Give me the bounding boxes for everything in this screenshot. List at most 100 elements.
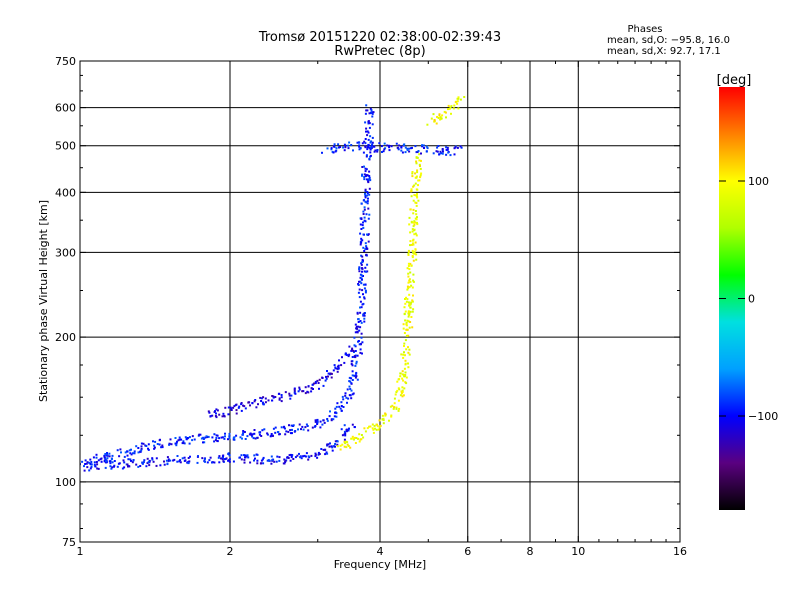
- data-point: [358, 148, 361, 151]
- data-point: [396, 146, 399, 149]
- data-point: [211, 436, 214, 439]
- data-point: [159, 464, 162, 467]
- data-point: [359, 223, 362, 226]
- data-point: [364, 189, 367, 192]
- data-point: [93, 461, 96, 464]
- data-point: [333, 364, 336, 367]
- data-point: [370, 112, 372, 114]
- data-point: [400, 149, 403, 152]
- data-point: [369, 148, 372, 151]
- data-point: [343, 149, 346, 152]
- data-point: [289, 429, 292, 432]
- data-point: [266, 459, 269, 462]
- data-point: [356, 327, 359, 330]
- data-point: [410, 264, 413, 267]
- data-point: [413, 223, 416, 226]
- data-point: [178, 438, 181, 441]
- data-point: [403, 332, 406, 334]
- data-point: [104, 466, 107, 469]
- data-point: [353, 374, 356, 377]
- data-point: [181, 442, 184, 445]
- data-point: [401, 386, 404, 389]
- data-point: [403, 345, 405, 347]
- data-point: [160, 446, 163, 449]
- data-point: [370, 140, 373, 143]
- data-point: [89, 458, 92, 461]
- data-point: [220, 436, 223, 439]
- data-point: [359, 351, 362, 354]
- data-point: [317, 453, 320, 456]
- data-point: [432, 152, 435, 155]
- data-point: [163, 460, 165, 463]
- data-point: [348, 380, 351, 383]
- data-point: [352, 149, 354, 152]
- data-point: [332, 418, 335, 421]
- data-point: [188, 436, 191, 439]
- data-point: [360, 228, 363, 230]
- x-tick-label: 16: [673, 545, 687, 558]
- data-point: [412, 185, 415, 188]
- data-point: [441, 148, 444, 150]
- data-point: [336, 445, 339, 448]
- data-point: [361, 341, 364, 344]
- data-point: [151, 457, 154, 460]
- data-point: [262, 462, 265, 465]
- data-point: [140, 442, 143, 445]
- data-point: [410, 301, 413, 304]
- data-point: [360, 336, 363, 339]
- data-point: [152, 460, 155, 463]
- data-point: [366, 192, 369, 195]
- data-point: [242, 432, 245, 435]
- data-point: [408, 313, 411, 316]
- data-point: [353, 344, 356, 347]
- data-point: [325, 377, 328, 380]
- data-point: [204, 436, 207, 439]
- data-point: [407, 265, 410, 267]
- data-point: [441, 152, 444, 155]
- data-point: [404, 363, 407, 366]
- data-point: [268, 459, 271, 462]
- data-point: [369, 154, 372, 157]
- data-point: [420, 172, 423, 175]
- data-point: [361, 261, 364, 264]
- data-point: [363, 140, 366, 143]
- data-point: [130, 448, 132, 451]
- data-point: [354, 331, 357, 334]
- data-point: [344, 353, 347, 356]
- data-point: [365, 245, 368, 248]
- data-point: [363, 297, 366, 300]
- data-point: [161, 444, 164, 447]
- data-point: [405, 382, 408, 385]
- data-point: [358, 329, 361, 332]
- data-point: [376, 150, 379, 153]
- data-point: [414, 172, 417, 175]
- data-point: [408, 147, 411, 150]
- data-point: [407, 346, 409, 349]
- data-point: [397, 399, 400, 402]
- data-point: [167, 459, 170, 462]
- data-point: [168, 442, 171, 445]
- data-point: [313, 382, 316, 385]
- data-point: [443, 110, 446, 113]
- x-tick-label: 10: [571, 545, 585, 558]
- data-point: [367, 131, 370, 134]
- data-point: [334, 445, 336, 448]
- data-point: [416, 195, 418, 198]
- data-point: [97, 467, 100, 470]
- data-point: [213, 411, 216, 413]
- data-point: [344, 392, 347, 395]
- data-point: [359, 326, 362, 329]
- data-point: [419, 167, 422, 170]
- data-point: [412, 242, 414, 245]
- data-point: [196, 461, 199, 464]
- data-point: [130, 453, 133, 456]
- data-point: [286, 456, 289, 459]
- data-point: [403, 143, 405, 146]
- data-point: [228, 436, 231, 439]
- data-point: [412, 294, 414, 297]
- data-point: [222, 460, 225, 463]
- data-point: [189, 455, 191, 458]
- data-point: [368, 175, 371, 177]
- data-point: [415, 176, 418, 179]
- data-point: [354, 436, 357, 439]
